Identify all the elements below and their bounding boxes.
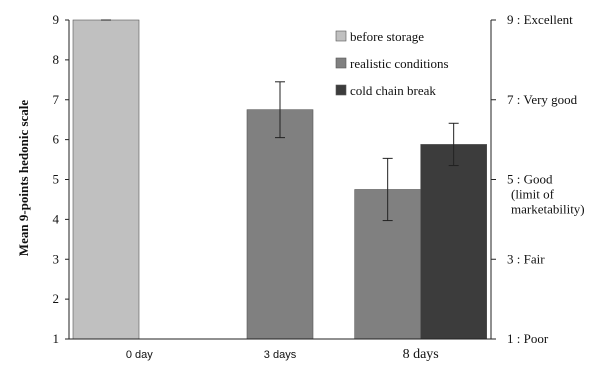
legend-swatch — [335, 30, 347, 42]
error-bars-group — [101, 19, 459, 222]
legend: before storage realistic conditions cold c… — [335, 29, 449, 98]
y-tick-label: 9 — [53, 12, 60, 27]
bar-3-days-realistic-conditions — [246, 109, 314, 340]
y-tick-label: 3 — [53, 251, 60, 266]
y-axis-label: Mean 9-points hedonic scale — [16, 100, 31, 257]
bar-0-day-before-storage — [72, 19, 140, 340]
right-scale-label: 7 : Very good — [507, 92, 578, 107]
y-ticks-group: 1 2 3 4 5 6 7 8 9 — [53, 12, 69, 346]
right-scale-group: 9 : Excellent 7 : Very good 5 : Good (limit… — [491, 12, 585, 346]
bar-8-days-cold-chain-break — [420, 144, 488, 340]
right-scale-label: 3 : Fair — [507, 251, 545, 266]
legend-swatch — [335, 84, 347, 96]
y-tick-label: 8 — [53, 52, 60, 67]
legend-item: before storage — [335, 29, 424, 44]
error-bar — [448, 122, 459, 167]
bars-group — [72, 19, 488, 340]
right-scale-label: 9 : Excellent — [507, 12, 573, 27]
right-scale-label: 5 : Good (limit of marketability) — [507, 172, 585, 217]
error-bar — [275, 81, 285, 139]
legend-label: before storage — [350, 29, 424, 44]
legend-item: cold chain break — [335, 83, 436, 98]
error-bar — [382, 157, 393, 222]
legend-swatch — [335, 57, 347, 69]
y-tick-label: 4 — [53, 211, 60, 226]
y-tick-label: 1 — [53, 331, 60, 346]
right-scale-label: 1 : Poor — [507, 331, 549, 346]
legend-label: cold chain break — [350, 83, 436, 98]
y-tick-label: 7 — [53, 92, 60, 107]
legend-label: realistic conditions — [350, 56, 449, 71]
x-tick-labels-group: 0 day 3 days 8 days — [126, 347, 439, 362]
y-tick-label: 2 — [53, 291, 60, 306]
y-tick-label: 6 — [53, 132, 60, 147]
x-tick-label: 3 days — [264, 349, 297, 361]
x-tick-label: 0 day — [126, 349, 153, 361]
y-tick-label: 5 — [53, 172, 60, 187]
legend-item: realistic conditions — [335, 56, 449, 71]
x-tick-label: 8 days — [403, 347, 439, 362]
